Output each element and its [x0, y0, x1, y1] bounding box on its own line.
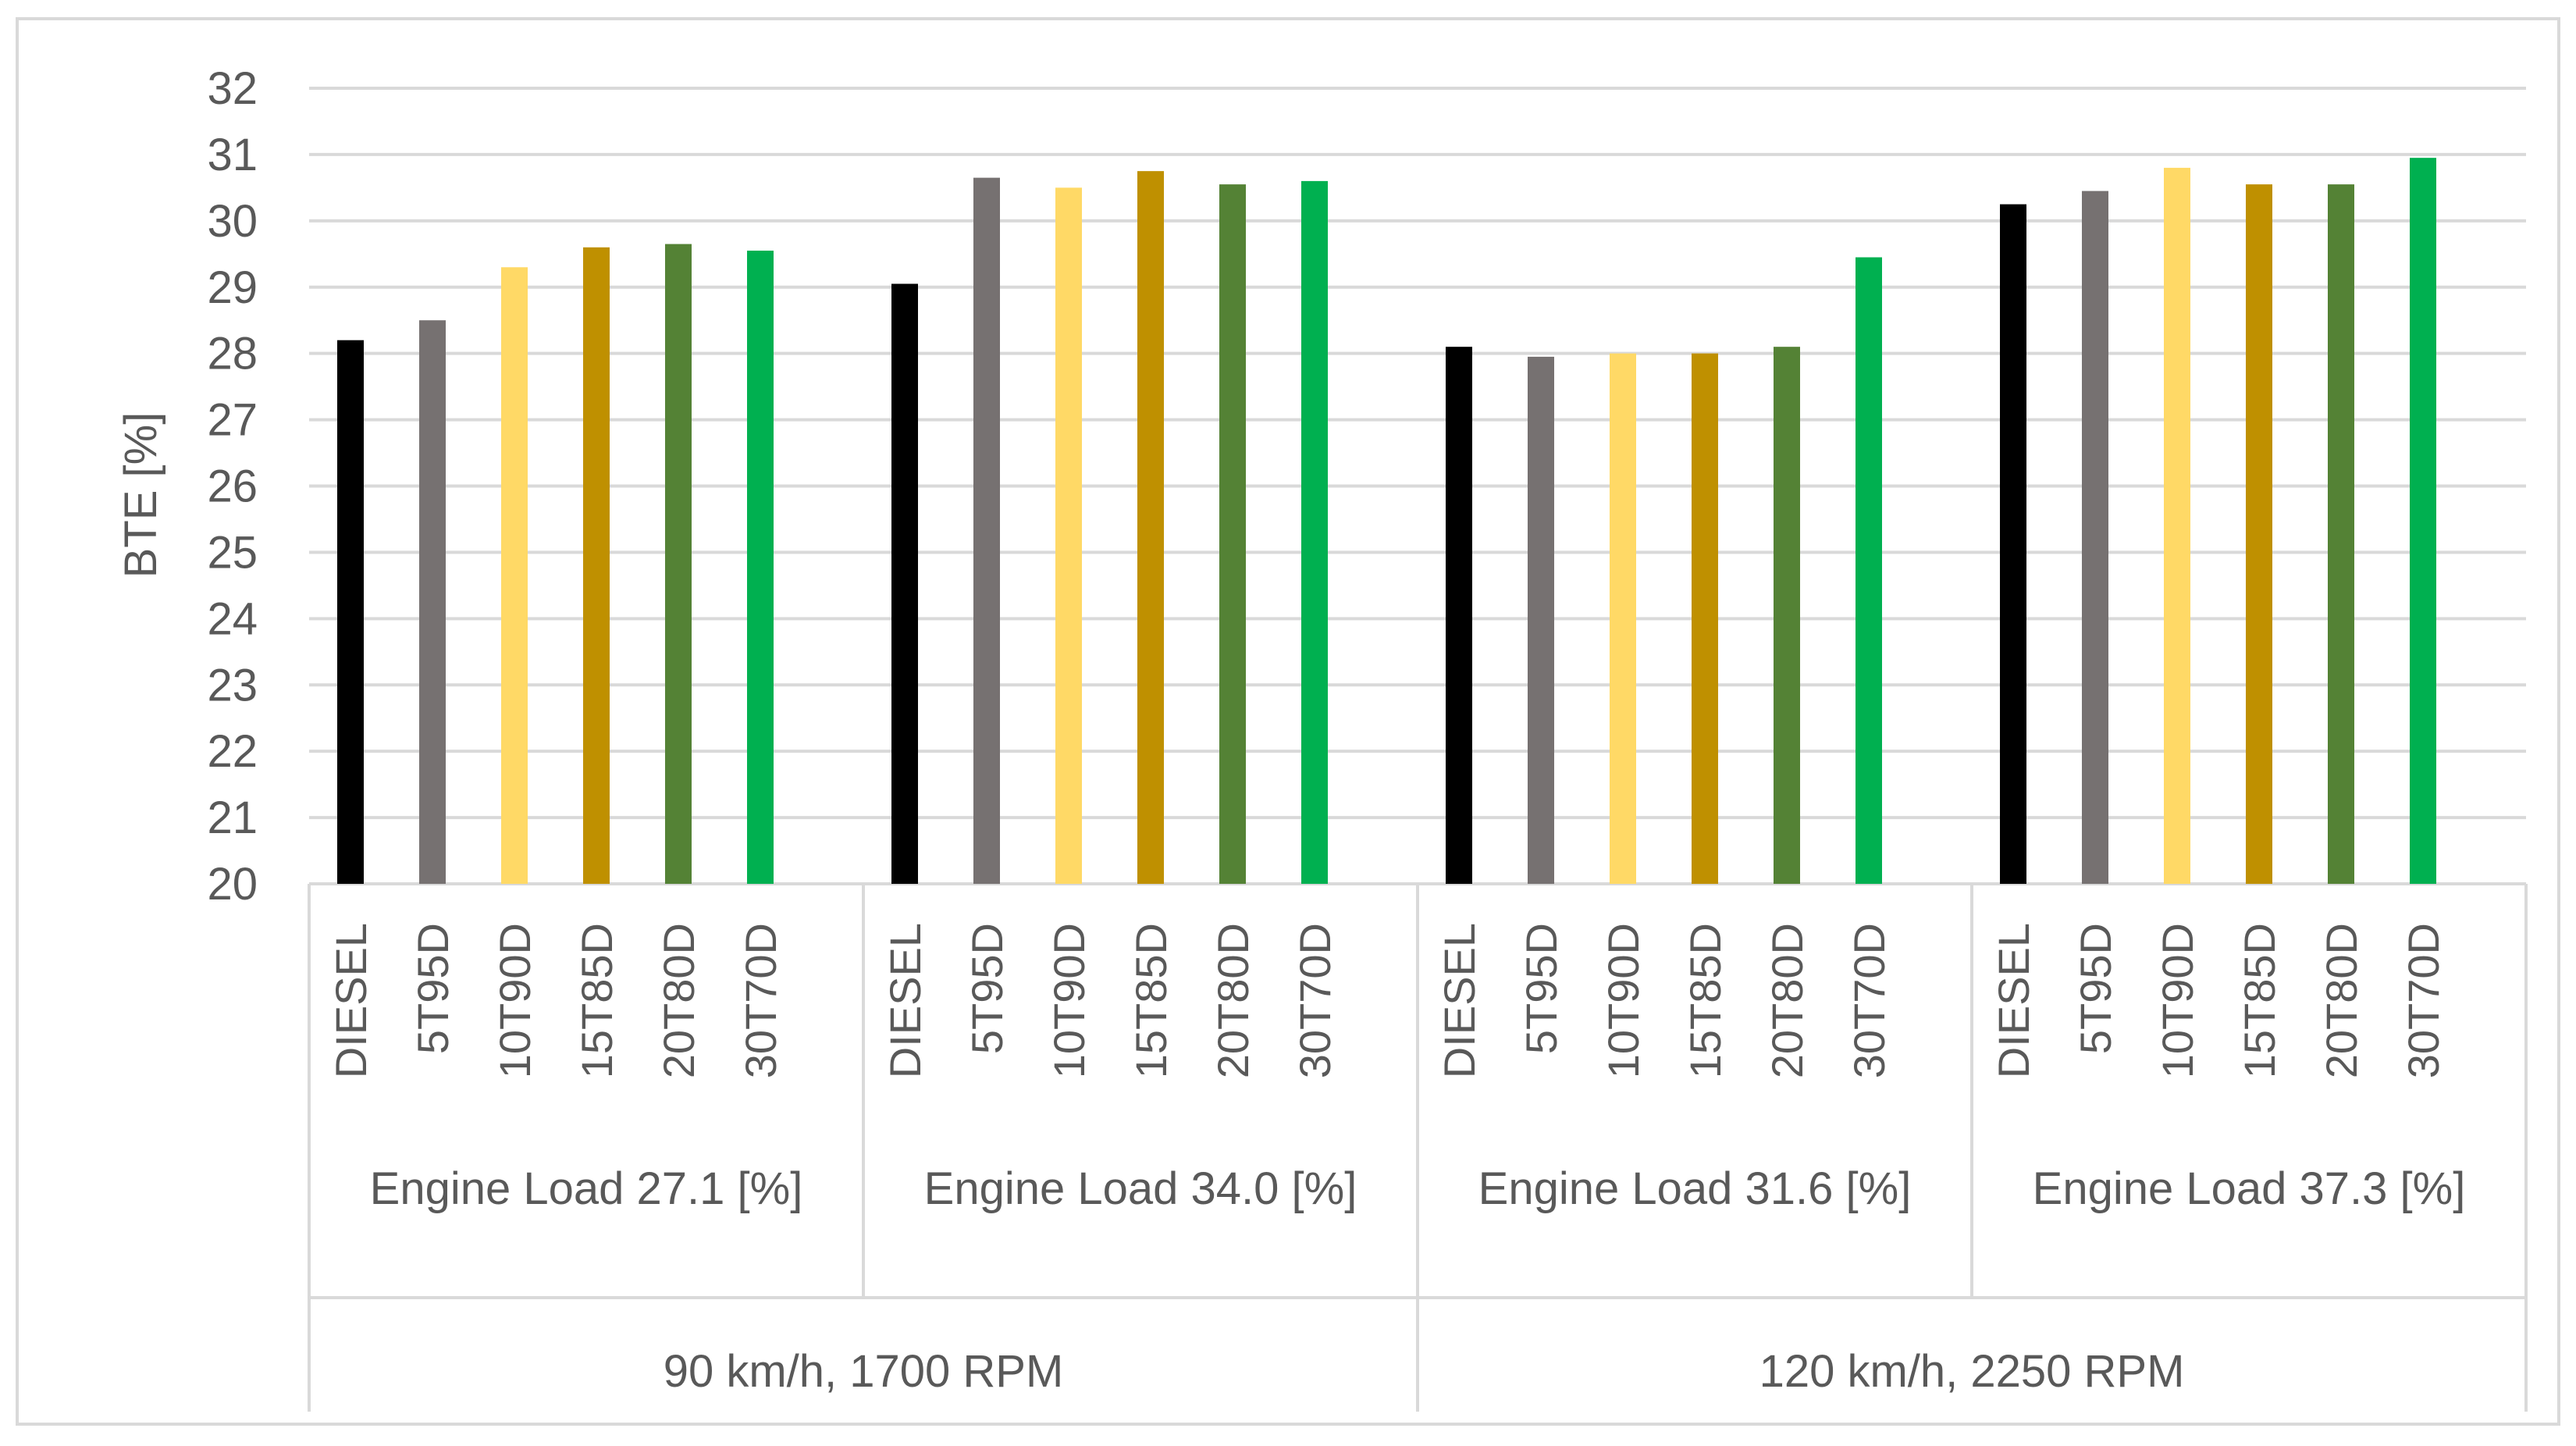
bar — [2164, 167, 2190, 884]
bar — [2000, 204, 2026, 885]
bar — [1692, 353, 1718, 885]
x-tick-label: 10T90D — [1599, 923, 1648, 1078]
y-axis-label: BTE [%] — [116, 412, 166, 579]
x-tick-label: 5T95D — [1517, 923, 1566, 1054]
bar — [973, 177, 1000, 884]
bar — [1774, 347, 1800, 884]
group-load-label: Engine Load 34.0 [%] — [924, 1163, 1357, 1214]
y-axis-ticks: 20 21 22 23 24 25 26 27 28 29 30 31 32 — [207, 63, 258, 910]
x-tick-label: 30T70D — [2399, 923, 2448, 1078]
y-tick-label: 21 — [207, 792, 258, 843]
x-tick-label: DIESEL — [326, 923, 375, 1078]
y-tick-label: 28 — [207, 329, 258, 379]
group-load-label: Engine Load 37.3 [%] — [2033, 1163, 2466, 1214]
x-tick-label: 15T85D — [1126, 923, 1176, 1078]
x-tick-label: 15T85D — [2235, 923, 2284, 1078]
x-tick-label: 10T90D — [1044, 923, 1094, 1078]
bar — [1446, 347, 1472, 884]
bar — [2410, 158, 2436, 885]
bar — [337, 340, 364, 884]
x-tick-label: 30T70D — [1290, 923, 1340, 1078]
bar — [747, 251, 774, 884]
y-tick-label: 23 — [207, 660, 258, 711]
bar — [2246, 184, 2272, 885]
bar — [1301, 180, 1328, 885]
x-tick-label: DIESEL — [1435, 923, 1484, 1078]
bar — [1137, 171, 1164, 885]
bars — [337, 158, 2436, 885]
x-tick-label: 20T80D — [654, 923, 703, 1078]
y-tick-label: 25 — [207, 527, 258, 578]
y-tick-label: 22 — [207, 726, 258, 777]
bar — [1528, 356, 1554, 885]
group-load-label: Engine Load 31.6 [%] — [1478, 1163, 1912, 1214]
x-tick-label: 5T95D — [2071, 923, 2120, 1054]
group-speed-label: 90 km/h, 1700 RPM — [664, 1346, 1064, 1397]
x-tick-label: 5T95D — [408, 923, 457, 1054]
group-load-label: Engine Load 27.1 [%] — [370, 1163, 803, 1214]
bar — [1856, 257, 1882, 885]
x-tick-label: 20T80D — [2317, 923, 2366, 1078]
bar — [665, 244, 692, 884]
x-tick-label: DIESEL — [1989, 923, 2038, 1078]
y-tick-label: 27 — [207, 395, 258, 446]
bar — [419, 320, 446, 884]
x-tick-label: DIESEL — [881, 923, 930, 1078]
x-tick-label: 20T80D — [1763, 923, 1812, 1078]
x-tick-label: 20T80D — [1208, 923, 1258, 1078]
y-tick-label: 31 — [207, 130, 258, 180]
x-tick-label: 10T90D — [490, 923, 539, 1078]
bar — [1055, 187, 1082, 884]
y-tick-label: 24 — [207, 593, 258, 644]
y-tick-label: 30 — [207, 196, 258, 247]
y-tick-label: 26 — [207, 461, 258, 512]
bar — [891, 283, 918, 885]
bar — [1219, 184, 1246, 885]
bar — [2328, 184, 2354, 885]
bar — [1610, 353, 1636, 885]
y-tick-label: 20 — [207, 859, 258, 910]
group-speed-label: 120 km/h, 2250 RPM — [1759, 1346, 2185, 1397]
x-tick-label: 5T95D — [962, 923, 1012, 1054]
x-tick-label: 30T70D — [736, 923, 785, 1078]
x-tick-label: 10T90D — [2153, 923, 2202, 1078]
x-tick-label: 30T70D — [1845, 923, 1894, 1078]
x-tick-label: 15T85D — [572, 923, 621, 1078]
bar — [583, 247, 610, 884]
bar — [2082, 191, 2108, 884]
x-tick-label: 15T85D — [1681, 923, 1730, 1078]
bar — [501, 267, 528, 884]
y-tick-label: 32 — [207, 63, 258, 114]
y-tick-label: 29 — [207, 262, 258, 313]
x-axis-categories: DIESEL 5T95D 10T90D 15T85D 20T80D 30T70D Engin… — [326, 923, 2465, 1397]
